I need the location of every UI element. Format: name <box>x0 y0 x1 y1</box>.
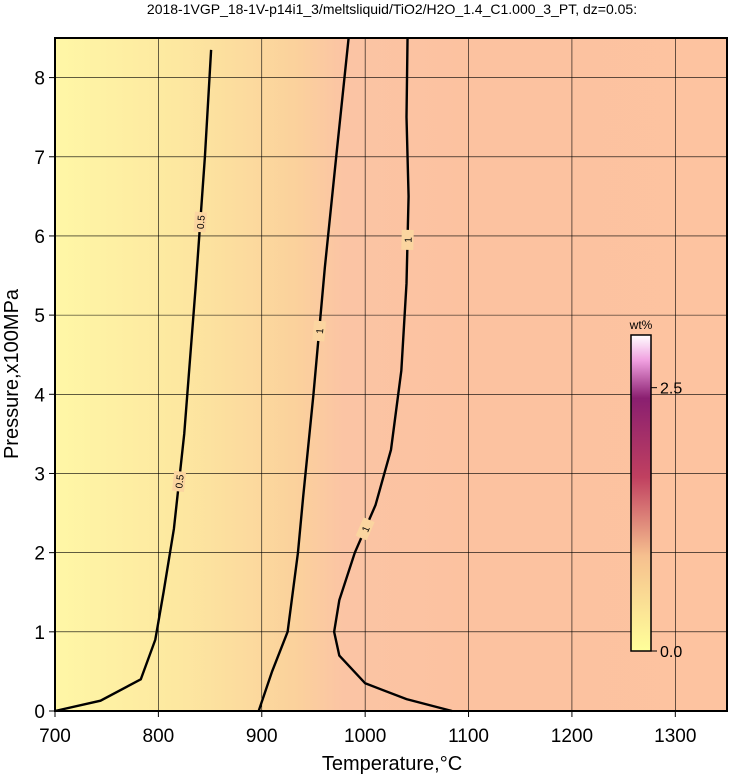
y-tick-label: 7 <box>34 148 45 169</box>
contour-label: 1 <box>315 327 326 334</box>
x-tick-label: 1200 <box>551 726 593 747</box>
x-tick-label: 1300 <box>654 726 696 747</box>
y-axis-label: Pressure,x100MPa <box>1 288 23 459</box>
y-tick-label: 3 <box>34 464 45 485</box>
contour-label-bg <box>355 517 375 541</box>
colorbar-tick-label: 2.5 <box>660 381 682 398</box>
contour-label: 1 <box>360 524 372 534</box>
colorbar-tick-label: 0.0 <box>660 644 682 661</box>
y-tick-label: 0 <box>34 702 45 723</box>
contour-label: 0.5 <box>196 214 208 229</box>
contour-line <box>257 37 350 712</box>
y-tick-label: 4 <box>34 385 45 406</box>
y-tick-label: 5 <box>34 306 45 327</box>
x-tick-label: 800 <box>143 726 175 747</box>
plot-frame <box>54 37 728 712</box>
x-tick-label: 1100 <box>448 726 489 747</box>
contour-label-bg <box>312 320 327 342</box>
y-tick-label: 6 <box>34 227 45 248</box>
x-tick-label: 1000 <box>344 726 386 747</box>
y-tick-label: 2 <box>34 544 45 565</box>
contour-label-bg <box>401 229 414 251</box>
y-tick-label: 8 <box>34 69 45 90</box>
contour-label-bg <box>172 470 187 492</box>
contour-label: 0.5 <box>174 474 186 489</box>
colorbar <box>630 334 652 652</box>
x-axis-label: Temperature,°C <box>322 753 462 775</box>
contour-label: 1 <box>403 237 414 243</box>
contour-label-bg <box>193 211 207 233</box>
chart-title: 2018-1VGP_18-1V-p14i1_3/meltsliquid/TiO2… <box>147 1 637 17</box>
contour-fill <box>55 38 727 711</box>
x-tick-label: 700 <box>39 726 71 747</box>
colorbar-label: wt% <box>629 318 653 332</box>
y-tick-label: 1 <box>34 623 45 644</box>
x-tick-label: 900 <box>246 726 278 747</box>
